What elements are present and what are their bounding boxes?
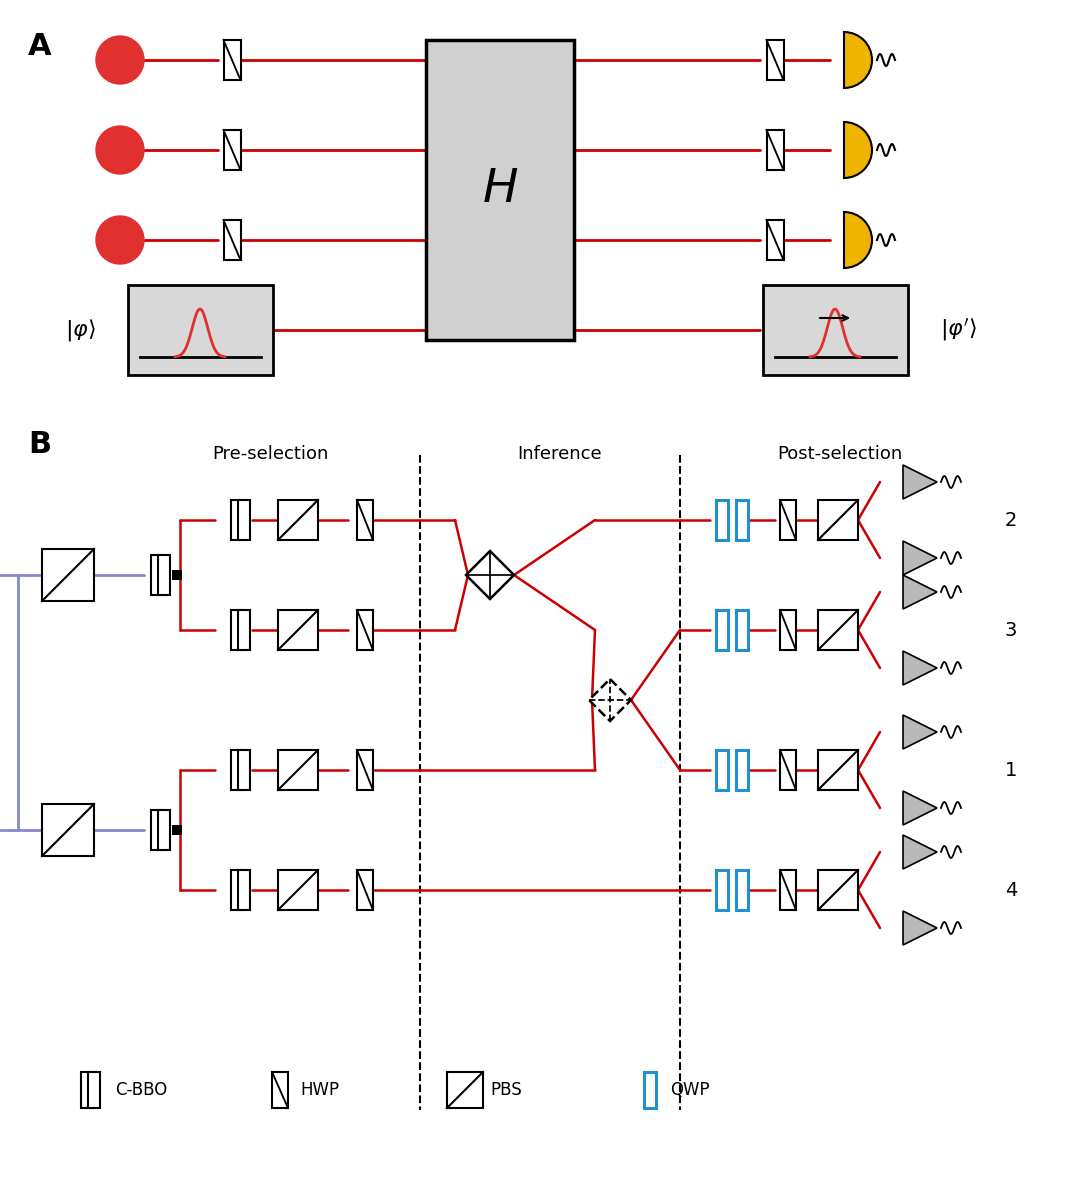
- Wedge shape: [844, 212, 872, 268]
- Bar: [766, 130, 784, 170]
- Bar: [231, 610, 243, 650]
- Polygon shape: [903, 835, 937, 869]
- Bar: [736, 870, 748, 910]
- Bar: [157, 810, 169, 850]
- Polygon shape: [903, 791, 937, 826]
- Bar: [278, 610, 318, 650]
- Bar: [231, 500, 243, 540]
- Bar: [80, 1072, 92, 1108]
- Bar: [780, 750, 796, 790]
- Circle shape: [96, 216, 144, 264]
- Bar: [717, 750, 728, 790]
- Bar: [278, 870, 318, 910]
- Polygon shape: [589, 679, 631, 721]
- Bar: [272, 1072, 288, 1108]
- Bar: [818, 500, 859, 540]
- Bar: [762, 284, 907, 374]
- Bar: [780, 610, 796, 650]
- Polygon shape: [903, 715, 937, 749]
- Polygon shape: [903, 541, 937, 575]
- Text: 1: 1: [1005, 761, 1018, 780]
- Bar: [357, 750, 373, 790]
- Bar: [717, 610, 728, 650]
- Bar: [736, 610, 748, 650]
- Bar: [278, 500, 318, 540]
- Text: 3: 3: [1005, 620, 1018, 640]
- Wedge shape: [844, 32, 872, 88]
- Bar: [157, 554, 169, 595]
- Bar: [818, 870, 859, 910]
- Bar: [717, 500, 728, 540]
- Bar: [223, 220, 241, 260]
- Bar: [644, 1072, 656, 1108]
- Bar: [818, 610, 859, 650]
- Bar: [237, 500, 249, 540]
- Text: $|\varphi'\rangle$: $|\varphi'\rangle$: [940, 317, 977, 343]
- Bar: [736, 500, 748, 540]
- Bar: [780, 870, 796, 910]
- Bar: [231, 750, 243, 790]
- Polygon shape: [466, 551, 514, 599]
- Bar: [766, 40, 784, 80]
- Polygon shape: [903, 911, 937, 946]
- Text: Post-selection: Post-selection: [777, 445, 903, 463]
- Bar: [223, 40, 241, 80]
- Text: $H$: $H$: [482, 168, 518, 212]
- Bar: [151, 554, 163, 595]
- Bar: [357, 610, 373, 650]
- Bar: [231, 870, 243, 910]
- Text: Pre-selection: Pre-selection: [211, 445, 328, 463]
- Bar: [357, 500, 373, 540]
- Text: HWP: HWP: [300, 1081, 339, 1099]
- Bar: [717, 870, 728, 910]
- Bar: [237, 870, 249, 910]
- Text: $|\varphi\rangle$: $|\varphi\rangle$: [65, 317, 95, 343]
- Bar: [736, 750, 748, 790]
- Bar: [818, 750, 859, 790]
- Bar: [223, 130, 241, 170]
- Bar: [447, 1072, 483, 1108]
- Wedge shape: [844, 122, 872, 178]
- Circle shape: [96, 36, 144, 84]
- Text: 4: 4: [1005, 881, 1018, 900]
- Text: B: B: [28, 430, 51, 458]
- Polygon shape: [903, 464, 937, 499]
- Bar: [172, 826, 182, 835]
- Bar: [426, 40, 575, 340]
- Bar: [42, 804, 94, 856]
- Bar: [766, 220, 784, 260]
- Polygon shape: [903, 650, 937, 685]
- Text: C-BBO: C-BBO: [115, 1081, 167, 1099]
- Bar: [780, 500, 796, 540]
- Circle shape: [96, 126, 144, 174]
- Bar: [237, 750, 249, 790]
- Bar: [237, 610, 249, 650]
- Bar: [151, 810, 163, 850]
- Text: 2: 2: [1005, 510, 1018, 529]
- Text: PBS: PBS: [490, 1081, 521, 1099]
- Bar: [128, 284, 272, 374]
- Bar: [172, 570, 182, 580]
- Bar: [88, 1072, 100, 1108]
- Bar: [42, 550, 94, 601]
- Bar: [278, 750, 318, 790]
- Text: QWP: QWP: [670, 1081, 710, 1099]
- Text: A: A: [28, 32, 52, 61]
- Text: Inference: Inference: [518, 445, 603, 463]
- Bar: [357, 870, 373, 910]
- Polygon shape: [903, 575, 937, 608]
